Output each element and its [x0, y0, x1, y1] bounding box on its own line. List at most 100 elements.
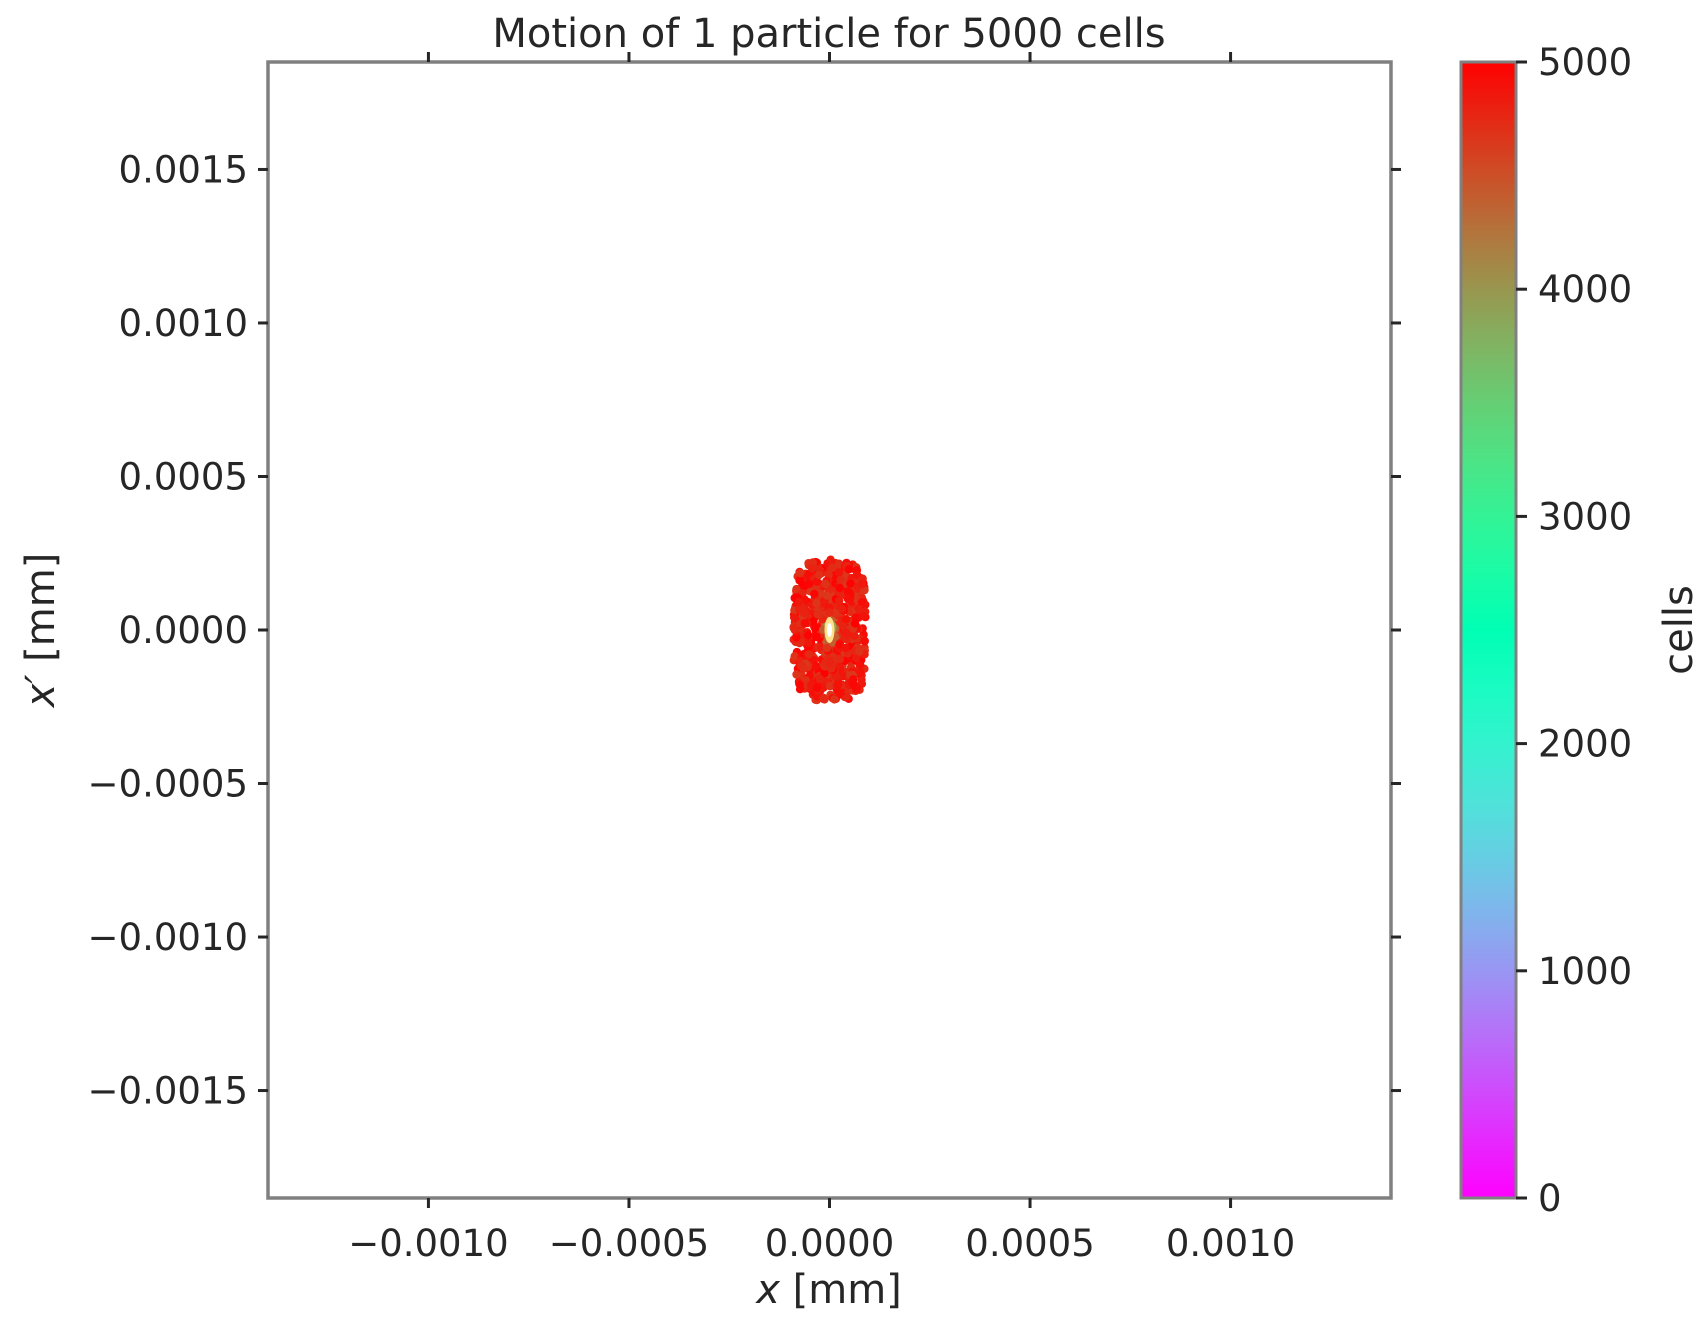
scatter-point	[836, 688, 845, 697]
scatter-point	[846, 579, 855, 588]
y-tick-label: 0.0010	[119, 302, 248, 345]
colorbar-tick-label: 4000	[1538, 268, 1632, 311]
scatter-point	[856, 668, 865, 677]
scatter-point	[810, 589, 819, 599]
scatter-point	[828, 563, 837, 572]
x-tick-label: 0.0005	[965, 1222, 1094, 1265]
scatter-point	[812, 577, 822, 586]
scatter-point	[794, 597, 804, 606]
scatter-point	[795, 680, 804, 689]
scatter-point	[822, 643, 831, 653]
scatter-point	[839, 621, 848, 630]
colorbar-tick-label: 1000	[1538, 950, 1632, 993]
scatter-point	[819, 693, 828, 703]
scatter-point	[825, 681, 835, 691]
colorbar-tick-label: 5000	[1538, 41, 1632, 84]
scatter-point	[825, 608, 834, 617]
scatter-point	[815, 674, 824, 683]
y-axis-label-var: x′	[18, 675, 64, 710]
scatter-point	[820, 669, 829, 678]
x-axis-label-var: x	[754, 1267, 780, 1313]
y-tick-label: 0.0000	[119, 609, 248, 652]
scatter-point	[859, 612, 869, 621]
scatter-point	[804, 638, 813, 648]
scatter-point	[835, 583, 844, 593]
scatter-point	[813, 683, 822, 692]
scatter-point	[831, 672, 840, 681]
x-tick-label: 0.0010	[1166, 1222, 1295, 1265]
plot-area	[266, 60, 1393, 1200]
y-axis-label-unit: [mm]	[18, 553, 64, 662]
scatter-point	[850, 619, 860, 628]
colorbar-tick-label: 3000	[1538, 495, 1632, 538]
scatter-point	[811, 661, 821, 671]
scatter-point	[795, 576, 804, 585]
colorbar-label: cells	[1656, 585, 1702, 675]
scatter-point	[860, 636, 869, 646]
colorbar-gradient	[1459, 60, 1518, 1200]
chart-title: Motion of 1 particle for 5000 cells	[492, 11, 1165, 57]
x-axis-label-unit: [mm]	[793, 1267, 902, 1313]
scatter-point	[835, 640, 844, 649]
scatter-point	[799, 664, 808, 673]
scatter-point	[834, 560, 843, 569]
scatter-point	[800, 619, 810, 628]
scatter-point	[825, 659, 835, 668]
scatter-point	[851, 613, 860, 622]
scatter-point	[856, 660, 865, 670]
scatter-point	[837, 604, 847, 614]
scatter-points	[789, 555, 870, 705]
scatter-point	[812, 599, 821, 608]
x-tick-label: −0.0010	[348, 1222, 508, 1265]
scatter-point	[790, 625, 799, 634]
y-tick-label: −0.0005	[88, 763, 248, 806]
scatter-point	[843, 594, 852, 603]
scatter-point	[804, 650, 813, 659]
x-axis: −0.0010 −0.0005 0.0000 0.0005 0.0010	[348, 52, 1295, 1265]
scatter-point	[812, 632, 821, 642]
y-tick-label: 0.0005	[119, 455, 248, 498]
colorbar: 0 1000 2000 3000 4000 5000 cells	[1459, 41, 1702, 1220]
scatter-point	[857, 598, 867, 607]
colorbar-tick-label: 2000	[1538, 723, 1632, 766]
scatter-point	[795, 569, 805, 578]
y-tick-label: −0.0015	[88, 1070, 248, 1113]
scatter-point	[845, 565, 854, 574]
scatter-point	[816, 589, 825, 598]
y-axis: 0.0015 0.0010 0.0005 0.0000 −0.0005 −0.0010 −0…	[88, 148, 1401, 1113]
scatter-point	[805, 579, 814, 589]
scatter-point	[830, 695, 839, 704]
scatter-point	[821, 579, 830, 589]
scatter-point	[842, 628, 851, 638]
scatter-point	[826, 555, 835, 564]
scatter-point	[790, 613, 799, 622]
y-axis-label: x′ [mm]	[18, 553, 64, 710]
y-tick-label: −0.0010	[88, 916, 248, 959]
scatter-point	[822, 591, 832, 600]
x-axis-label: x [mm]	[754, 1267, 902, 1313]
scatter-point	[842, 692, 851, 702]
colorbar-ticks: 0 1000 2000 3000 4000 5000	[1516, 41, 1632, 1220]
scatter-point	[800, 609, 809, 618]
scatter-point	[807, 564, 817, 573]
x-tick-label: −0.0005	[549, 1222, 709, 1265]
scatter-point	[809, 617, 818, 626]
y-tick-label: 0.0015	[119, 148, 248, 191]
scatter-core-center	[827, 623, 832, 637]
scatter-point	[835, 596, 844, 605]
scatter-point	[841, 643, 850, 653]
scatter-point	[857, 580, 867, 589]
scatter-point	[852, 653, 861, 663]
scatter-point	[804, 631, 813, 640]
scatter-point	[841, 615, 851, 624]
scatter-point	[792, 670, 801, 679]
scatter-point	[815, 610, 824, 619]
scatter-point	[790, 652, 799, 661]
colorbar-tick-label: 0	[1538, 1177, 1562, 1220]
scatter-point	[834, 568, 844, 577]
scatter-point	[848, 680, 858, 689]
scatter-point	[833, 680, 843, 689]
scatter-point	[814, 570, 824, 580]
scatter-point	[855, 647, 864, 656]
